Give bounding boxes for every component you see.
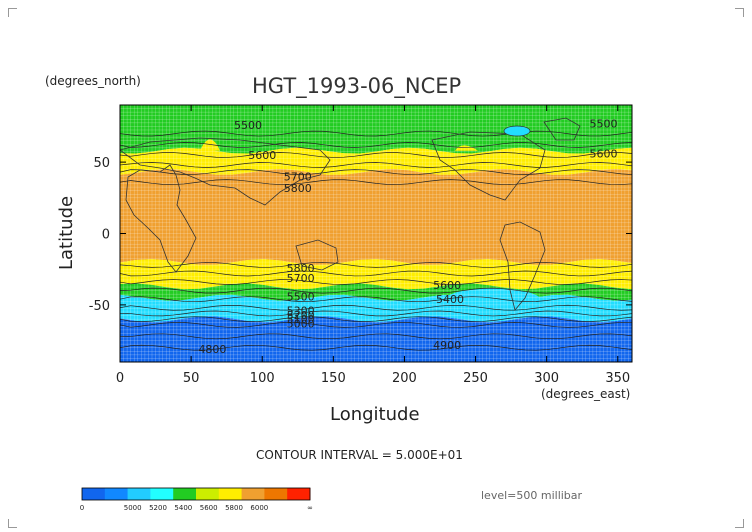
contour-line	[120, 179, 632, 185]
x-tick-label: 250	[463, 371, 488, 386]
x-tick-label: 50	[183, 371, 200, 386]
contour-labels: 5500560057005800550056005800570056005400…	[198, 118, 617, 357]
contour-label: 5500	[590, 118, 618, 131]
contour-label: 5400	[436, 293, 464, 306]
contour-label: 4800	[198, 343, 226, 356]
contour-line	[120, 152, 632, 158]
plot-title: HGT_1993-06_NCEP	[252, 74, 461, 99]
colorbar-swatch	[104, 488, 129, 500]
x-axis-label: Longitude	[330, 404, 420, 425]
crop-mark	[8, 519, 17, 528]
grid-lines	[120, 105, 632, 362]
contour-line	[120, 344, 632, 351]
contour-label: 5200	[287, 309, 315, 322]
x-tick-label: 100	[250, 371, 275, 386]
height-band	[442, 288, 543, 317]
x-tick-label: 300	[534, 371, 559, 386]
contour-line	[120, 169, 632, 175]
colorbar: 0 5000 5200 5400 5600 5800 6000 ∞	[80, 487, 313, 512]
contour-lines	[120, 130, 632, 351]
crop-mark	[735, 8, 744, 17]
y-tick-label: 0	[102, 228, 110, 243]
x-axis-ticks: 0 50 100 150 200 250 300 350	[116, 105, 630, 386]
x-tick-label: 0	[116, 371, 124, 386]
contour-line	[120, 262, 632, 268]
contour-label: 5300	[287, 305, 315, 318]
colorbar-swatch	[218, 488, 243, 500]
contour-line	[120, 296, 632, 303]
colorbar-swatch	[82, 488, 106, 500]
contour-label: 5700	[284, 170, 312, 183]
contour-label: 5500	[287, 290, 315, 303]
colorbar-label: 0	[80, 504, 84, 512]
contour-interval-label: CONTOUR INTERVAL = 5.000E+01	[256, 448, 463, 462]
contour-label: 4900	[433, 339, 461, 352]
contour-line	[120, 304, 632, 311]
x-units-label: (degrees_east)	[541, 387, 630, 401]
x-tick-label: 350	[605, 371, 630, 386]
colorbar-frame	[81, 487, 311, 501]
y-tick-label: 50	[93, 156, 110, 171]
colorbar-swatch	[287, 488, 311, 500]
crop-mark	[735, 519, 744, 528]
colorbar-swatch	[241, 488, 265, 500]
contour-line	[120, 270, 632, 277]
colorbar-swatch	[127, 488, 151, 500]
x-tick-label: 150	[321, 371, 346, 386]
contour-line	[120, 310, 632, 317]
colorbar-label: 5600	[200, 504, 218, 512]
colorbar-swatch	[150, 488, 174, 500]
y-axis-label: Latitude	[56, 196, 77, 270]
colorbar-swatch	[196, 488, 220, 500]
height-band	[455, 145, 478, 151]
contour-label: 5500	[234, 119, 262, 132]
contour-label: 5000	[287, 317, 315, 330]
contour-line	[120, 316, 632, 323]
contour-label: 5600	[433, 279, 461, 292]
y-units-label: (degrees_north)	[45, 74, 141, 88]
crop-mark	[8, 8, 17, 17]
colorbar-swatch	[173, 488, 197, 500]
contour-label: 5600	[248, 149, 276, 162]
contour-label: 5800	[287, 262, 315, 275]
contour-line	[120, 142, 632, 148]
contour-label: 5700	[287, 272, 315, 285]
y-axis-ticks: -50 0 50	[89, 156, 632, 314]
y-tick-label: -50	[89, 299, 110, 314]
x-tick-label: 200	[392, 371, 417, 386]
colorbar-label: ∞	[307, 504, 313, 512]
contour-label: 5100	[287, 313, 315, 326]
contour-label: 5800	[284, 182, 312, 195]
colorbar-label: 6000	[250, 504, 268, 512]
colorbar-label: 5400	[174, 504, 192, 512]
colorbar-label: 5000	[124, 504, 142, 512]
contour-line	[120, 162, 632, 168]
colorbar-label: 5800	[225, 504, 243, 512]
contour-line	[120, 130, 632, 137]
contour-label: 5600	[590, 148, 618, 161]
low-height-cell	[503, 125, 531, 137]
contour-line	[120, 322, 632, 328]
contour-line	[120, 279, 632, 285]
colorbar-label: 5200	[149, 504, 167, 512]
contour-line	[120, 287, 632, 294]
level-label: level=500 millibar	[481, 489, 583, 502]
contour-line	[120, 333, 632, 340]
colorbar-swatch	[264, 488, 288, 500]
